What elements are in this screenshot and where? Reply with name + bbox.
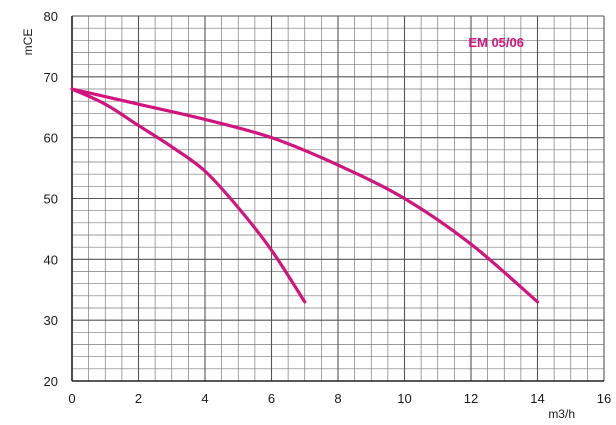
- y-tick-label: 80: [44, 9, 58, 24]
- x-tick-label: 4: [201, 391, 208, 406]
- y-tick-label: 30: [44, 313, 58, 328]
- x-tick-label: 8: [334, 391, 341, 406]
- series-line-1: [70, 87, 307, 304]
- x-tick-labels: 0 2 4 6 8 10 12 14 16: [68, 391, 611, 406]
- y-tick-label: 70: [44, 70, 58, 85]
- axes: [71, 16, 604, 382]
- x-tick-label: 14: [530, 391, 544, 406]
- x-tick-label: 2: [135, 391, 142, 406]
- y-tick-label: 60: [44, 131, 58, 146]
- major-grid: [71, 15, 605, 382]
- y-tick-label: 20: [44, 374, 58, 389]
- x-tick-label: 0: [68, 391, 75, 406]
- y-tick-labels: 20 30 40 50 60 70 80: [44, 9, 58, 389]
- x-tick-label: 10: [397, 391, 411, 406]
- x-tick-label: 16: [597, 391, 611, 406]
- x-tick-label: 12: [464, 391, 478, 406]
- series-line-2: [70, 87, 540, 304]
- x-axis-label: m3/h: [548, 407, 575, 421]
- series-lines: [70, 87, 540, 304]
- y-axis-label: mCE: [21, 29, 35, 56]
- x-tick-label: 6: [268, 391, 275, 406]
- y-tick-label: 50: [44, 192, 58, 207]
- series-annotation: EM 05/06: [468, 35, 524, 50]
- y-tick-label: 40: [44, 252, 58, 267]
